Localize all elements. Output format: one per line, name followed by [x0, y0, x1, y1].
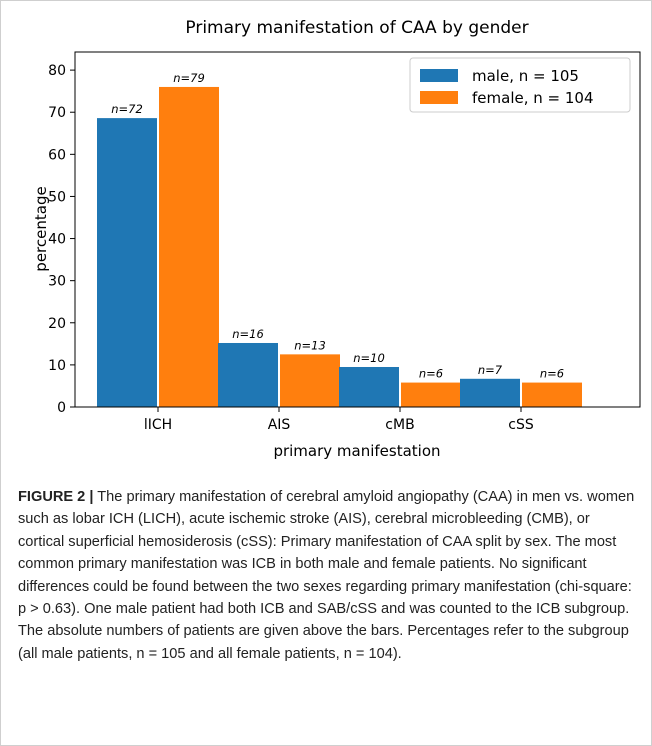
bar	[522, 382, 582, 407]
figure-label: FIGURE 2 |	[18, 489, 94, 505]
y-tick-label: 40	[48, 232, 66, 248]
y-tick-label: 0	[57, 400, 66, 416]
x-tick-label: cSS	[508, 417, 534, 433]
x-tick-label: AIS	[268, 417, 291, 433]
x-tick-label: lICH	[144, 417, 172, 433]
x-axis-label: primary manifestation	[273, 442, 440, 460]
bar	[339, 366, 399, 407]
x-tick-label: cMB	[385, 417, 414, 433]
caption-text: The primary manifestation of cerebral am…	[18, 489, 635, 662]
legend-label: male, n = 105	[472, 67, 579, 85]
bar	[401, 382, 461, 407]
y-tick-label: 60	[48, 147, 66, 163]
count-label: n=10	[353, 351, 385, 365]
bar	[218, 342, 278, 407]
caption: FIGURE 2 | The primary manifestation of …	[18, 486, 638, 665]
count-label: n=13	[294, 338, 326, 352]
bar	[280, 354, 340, 407]
count-label: n=6	[419, 367, 443, 381]
legend-box	[409, 57, 631, 113]
y-tick-label: 20	[48, 316, 66, 332]
y-tick-label: 10	[48, 358, 66, 374]
legend-swatch	[420, 91, 458, 104]
legend-swatch	[420, 69, 458, 82]
y-tick-label: 80	[48, 63, 66, 79]
count-label: n=7	[478, 363, 503, 377]
bar	[159, 86, 219, 408]
bar	[97, 118, 157, 408]
y-axis-label: percentage	[32, 186, 50, 271]
y-tick-label: 30	[48, 274, 66, 290]
count-label: n=72	[111, 102, 143, 116]
axes-frame	[74, 51, 641, 408]
count-label: n=16	[232, 327, 264, 341]
chart-title: Primary manifestation of CAA by gender	[185, 18, 528, 38]
count-label: n=79	[173, 71, 205, 85]
y-tick-label: 70	[48, 105, 66, 121]
legend-label: female, n = 104	[472, 89, 594, 107]
y-tick-label: 50	[48, 189, 66, 205]
chart: Primary manifestation of CAA by gender p…	[32, 18, 641, 460]
bar	[460, 378, 520, 407]
count-label: n=6	[540, 367, 564, 381]
